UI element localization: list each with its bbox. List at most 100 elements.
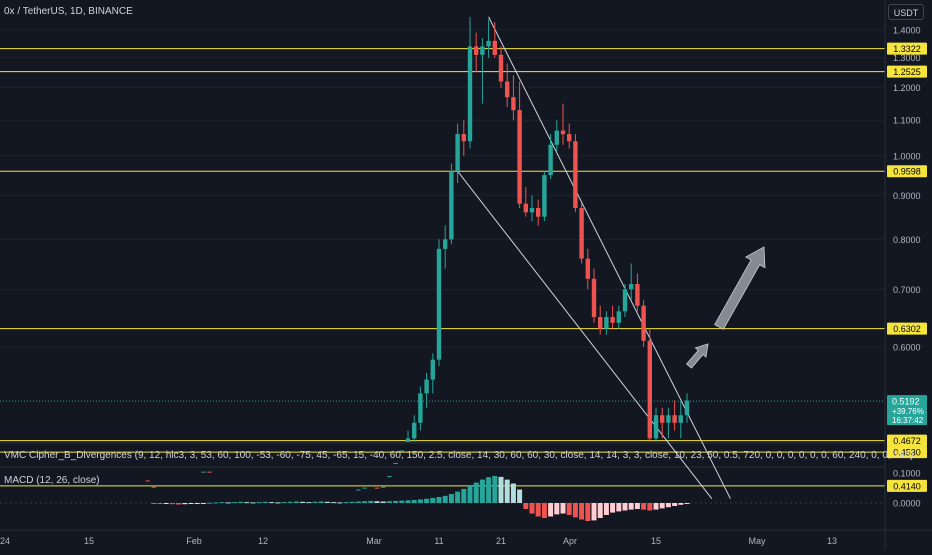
candle	[635, 273, 640, 312]
macd-bar	[207, 502, 213, 504]
macd-tick-label: 0.0000	[893, 499, 921, 509]
candle-body	[480, 46, 485, 55]
candle	[548, 134, 553, 180]
candle-body	[418, 393, 423, 423]
macd-bar	[182, 503, 188, 505]
level-badge	[887, 165, 927, 178]
macd-bar	[684, 503, 690, 504]
macd-bar	[641, 503, 647, 510]
price-tick-label: 0.8000	[893, 235, 921, 245]
macd-bar	[548, 503, 554, 517]
candle-body	[443, 239, 448, 249]
macd-bar	[517, 489, 523, 503]
candle-body	[362, 487, 367, 489]
macd-bar	[659, 503, 665, 509]
macd-bar	[510, 483, 516, 503]
macd-bar	[541, 503, 547, 518]
candle-body	[467, 46, 473, 142]
macd-bar	[486, 477, 492, 503]
candle-body	[542, 175, 547, 217]
macd-bar	[225, 502, 231, 504]
candle-body	[629, 284, 634, 290]
candle	[560, 103, 566, 145]
price-change-label: +39.76%	[892, 407, 924, 416]
price-tick-label: 0.6000	[893, 343, 921, 353]
time-tick-label: 15	[651, 536, 661, 546]
countdown-label: 16:37:42	[892, 416, 924, 425]
candle	[455, 123, 460, 184]
level-badge-label: 0.4530	[893, 448, 921, 458]
current-price-badge	[887, 395, 927, 426]
candle	[616, 305, 621, 329]
time-tick-label: 12	[258, 536, 268, 546]
candle-body	[647, 340, 652, 439]
macd-tick-label: 0.1000	[893, 469, 921, 479]
macd-bar	[560, 503, 566, 514]
candle-body	[573, 141, 578, 208]
candle	[542, 171, 547, 222]
candle-body	[616, 311, 621, 323]
candle	[467, 16, 473, 149]
candle	[604, 311, 609, 335]
candle	[505, 63, 510, 107]
candles-layer	[145, 16, 690, 491]
time-tick-label: May	[748, 536, 766, 546]
macd-bar	[312, 501, 318, 503]
candle-body	[641, 305, 646, 341]
vmc-indicator-label[interactable]: VMC Cipher_B_Divergences (9, 12, hlc3, 3…	[4, 450, 914, 461]
candle-body	[560, 130, 566, 135]
candle	[622, 284, 628, 318]
candle	[356, 489, 361, 491]
candle-body	[653, 415, 659, 439]
symbol-title[interactable]: 0x / TetherUS, 1D, BINANCE	[4, 6, 133, 17]
candle-body	[151, 486, 156, 488]
macd-bar	[399, 500, 405, 503]
macd-bar	[572, 503, 578, 518]
macd-bar	[424, 498, 430, 503]
candle-body	[455, 134, 460, 172]
candle	[678, 400, 683, 439]
price-tick-label: 1.4000	[893, 26, 921, 36]
macd-bar	[479, 479, 485, 503]
candle-body	[635, 284, 640, 306]
macd-bar	[169, 503, 175, 505]
level-badge	[887, 434, 927, 447]
candle	[449, 163, 454, 245]
macd-bar	[585, 503, 591, 521]
macd-bar	[380, 501, 386, 503]
macd-bar	[219, 502, 225, 504]
candle	[529, 195, 535, 222]
candle	[393, 463, 398, 465]
macd-bar	[331, 502, 337, 504]
macd-bar	[672, 503, 678, 506]
candle	[579, 203, 584, 264]
time-tick-label: Mar	[366, 536, 382, 546]
candle	[387, 476, 392, 478]
macd-indicator-label[interactable]: MACD (12, 26, close)	[4, 475, 100, 486]
macd-bar	[405, 500, 411, 503]
candle-body	[412, 422, 417, 439]
level-badge-label: 0.9598	[893, 167, 921, 177]
currency-button[interactable]: USDT	[888, 4, 924, 20]
candle	[610, 305, 615, 329]
macd-bar	[603, 503, 609, 515]
level-badge-label: 0.4672	[893, 436, 921, 446]
candle-body	[678, 415, 683, 423]
candle	[424, 372, 429, 408]
level-badge-label: 1.2525	[893, 67, 921, 77]
macd-bar	[293, 501, 299, 503]
level-badge-label: 0.6302	[893, 324, 921, 334]
candle-body	[405, 438, 411, 442]
macd-bar	[554, 503, 560, 515]
candle-body	[529, 207, 535, 213]
candle-body	[474, 46, 479, 55]
candle	[629, 263, 634, 301]
macd-bar	[306, 502, 312, 504]
candle	[567, 123, 572, 149]
macd-bar	[628, 503, 634, 510]
candle	[492, 22, 497, 58]
candle	[573, 134, 578, 213]
macd-bar	[498, 476, 504, 503]
macd-bar	[442, 495, 448, 503]
